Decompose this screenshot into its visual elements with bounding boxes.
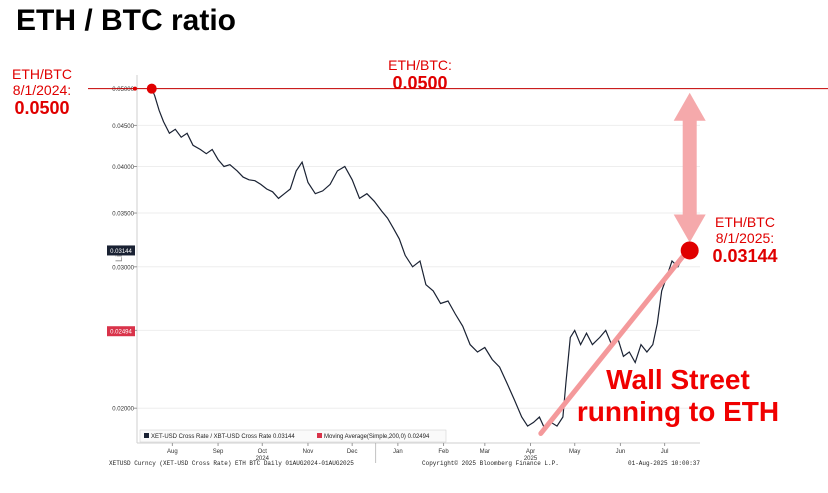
annotation-top-label: ETH/BTC: bbox=[388, 57, 452, 73]
legend-box bbox=[139, 429, 447, 443]
ma-value-tag-text: 0.02494 bbox=[110, 330, 132, 336]
annotation-left: ETH/BTC 8/1/2024: 0.0500 bbox=[2, 66, 82, 119]
y-tick-label: 0.03500 bbox=[112, 212, 134, 218]
grid bbox=[137, 88, 700, 409]
annotation-right: ETH/BTC 8/1/2025: 0.03144 bbox=[690, 214, 800, 267]
x-tick-label: Jul bbox=[661, 449, 669, 455]
annotation-left-value: 0.0500 bbox=[14, 98, 70, 119]
x-tick-label: Mar bbox=[480, 449, 490, 455]
x-tick-label: Feb bbox=[438, 449, 449, 455]
annotation-right-label: ETH/BTC 8/1/2025: bbox=[715, 214, 775, 247]
start-point-marker bbox=[146, 83, 157, 94]
end-point-marker bbox=[680, 241, 699, 260]
y-tick-label: 0.04000 bbox=[112, 165, 134, 171]
y-tick-label: 0.03000 bbox=[112, 265, 134, 271]
x-tick-label: Jun bbox=[616, 449, 626, 455]
footer-left: XETUSD Curncy (XET-USD Cross Rate) ETH B… bbox=[109, 460, 354, 467]
last-value-tag-text: 0.03144 bbox=[110, 249, 132, 255]
x-axis: Aug Sep Oct Nov Dec Jan Feb Mar Apr May Jun Jul 2024… bbox=[167, 443, 668, 463]
last-value-tag bbox=[107, 245, 135, 256]
callout-text: Wall Street running to ETH bbox=[576, 364, 780, 428]
double-arrow bbox=[673, 92, 706, 243]
log-scale-label: Lin bbox=[114, 250, 124, 262]
legend-label-series: XET-USD Cross Rate / XBT-USD Cross Rate … bbox=[151, 434, 295, 440]
value-tags: 0.03144 0.02494 bbox=[107, 86, 137, 337]
legend-swatch-ma bbox=[317, 433, 322, 438]
footer-right: 01-Aug-2025 10:00:37 bbox=[628, 460, 701, 467]
annotation-left-label: ETH/BTC 8/1/2024: bbox=[12, 66, 72, 99]
legend: XET-USD Cross Rate / XBT-USD Cross Rate … bbox=[139, 429, 447, 443]
annotation-top-value: 0.0500 bbox=[392, 73, 448, 94]
double-arrow-shape bbox=[673, 92, 706, 243]
annotation-top: ETH/BTC: 0.0500 bbox=[360, 57, 480, 94]
x-tick-label: May bbox=[569, 449, 580, 455]
y-tick-label: 0.04500 bbox=[112, 124, 134, 130]
ma-value-tag bbox=[107, 326, 135, 337]
y-tick-label: 0.02000 bbox=[112, 407, 134, 413]
x-year-label: 2025 bbox=[524, 456, 538, 462]
trend-arrow-line bbox=[538, 252, 687, 436]
x-tick-label: Sep bbox=[213, 449, 224, 455]
annotation-right-value: 0.03144 bbox=[712, 246, 778, 267]
footer-middle: Copyright© 2025 Bloomberg Finance L.P. bbox=[422, 460, 559, 467]
x-year-label: 2024 bbox=[256, 456, 270, 462]
y-tick-label: 0.05000 bbox=[112, 87, 134, 93]
x-tick-label: Oct bbox=[258, 449, 268, 455]
legend-label-ma: Moving Average(Simple,200,0) 0.02494 bbox=[324, 434, 430, 440]
x-tick-label: Aug bbox=[167, 449, 178, 455]
x-tick-label: Dec bbox=[347, 449, 358, 455]
x-tick-label: Jan bbox=[393, 449, 403, 455]
series-line-eth-btc bbox=[151, 88, 691, 431]
x-tick-label: Apr bbox=[526, 449, 535, 455]
ref-tag-dot bbox=[133, 86, 137, 91]
chart-title: ETH / BTC ratio bbox=[16, 4, 237, 37]
x-tick-label: Nov bbox=[303, 449, 314, 455]
legend-swatch-series bbox=[144, 433, 149, 438]
